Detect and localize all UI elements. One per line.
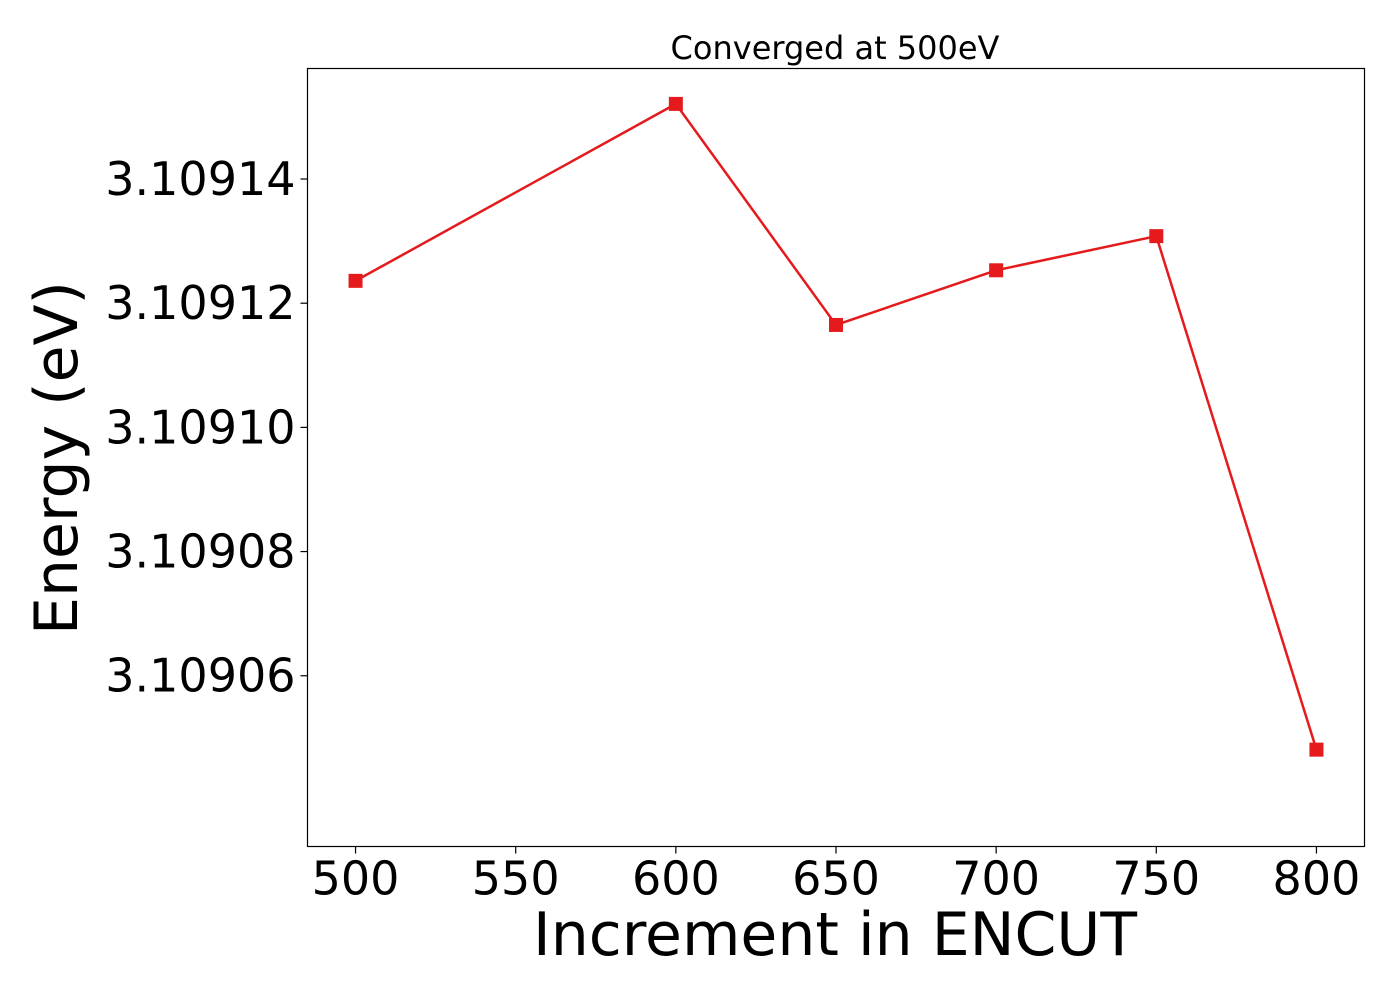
y-tick-label: 3.10906 [105, 649, 295, 703]
data-point-marker [1309, 742, 1324, 757]
x-tick-label: 600 [632, 852, 720, 906]
data-point-marker [668, 96, 683, 111]
x-tick-label: 650 [792, 852, 880, 906]
data-point-marker [829, 317, 843, 332]
x-tick-label: 500 [312, 852, 400, 906]
x-tick-label: 700 [952, 852, 1040, 906]
data-point-marker [348, 273, 363, 288]
series-line [354, 102, 1318, 751]
x-tick-label: 750 [1112, 852, 1200, 906]
chart-title: Converged at 500eV [671, 29, 1000, 67]
data-point-marker [1149, 229, 1164, 244]
x-tick-label: 800 [1273, 852, 1361, 906]
y-tick-label: 3.10908 [105, 525, 295, 579]
y-tick-label: 3.10910 [105, 400, 295, 454]
y-axis-label: Energy (eV) [22, 281, 92, 635]
x-axis-label: Increment in ENCUT [533, 900, 1137, 970]
y-tick-label: 3.10914 [105, 152, 295, 206]
y-axis-ticks: 3.10906 3.10908 3.10910 3.10912 3.10914 [105, 152, 308, 703]
plot-area-frame [306, 67, 1366, 848]
x-tick-label: 550 [472, 852, 560, 906]
series-layer [348, 96, 1324, 757]
y-tick-label: 3.10912 [105, 276, 295, 330]
data-point-marker [989, 263, 1004, 278]
x-axis-ticks: 500 550 600 650 700 750 800 [312, 846, 1361, 906]
